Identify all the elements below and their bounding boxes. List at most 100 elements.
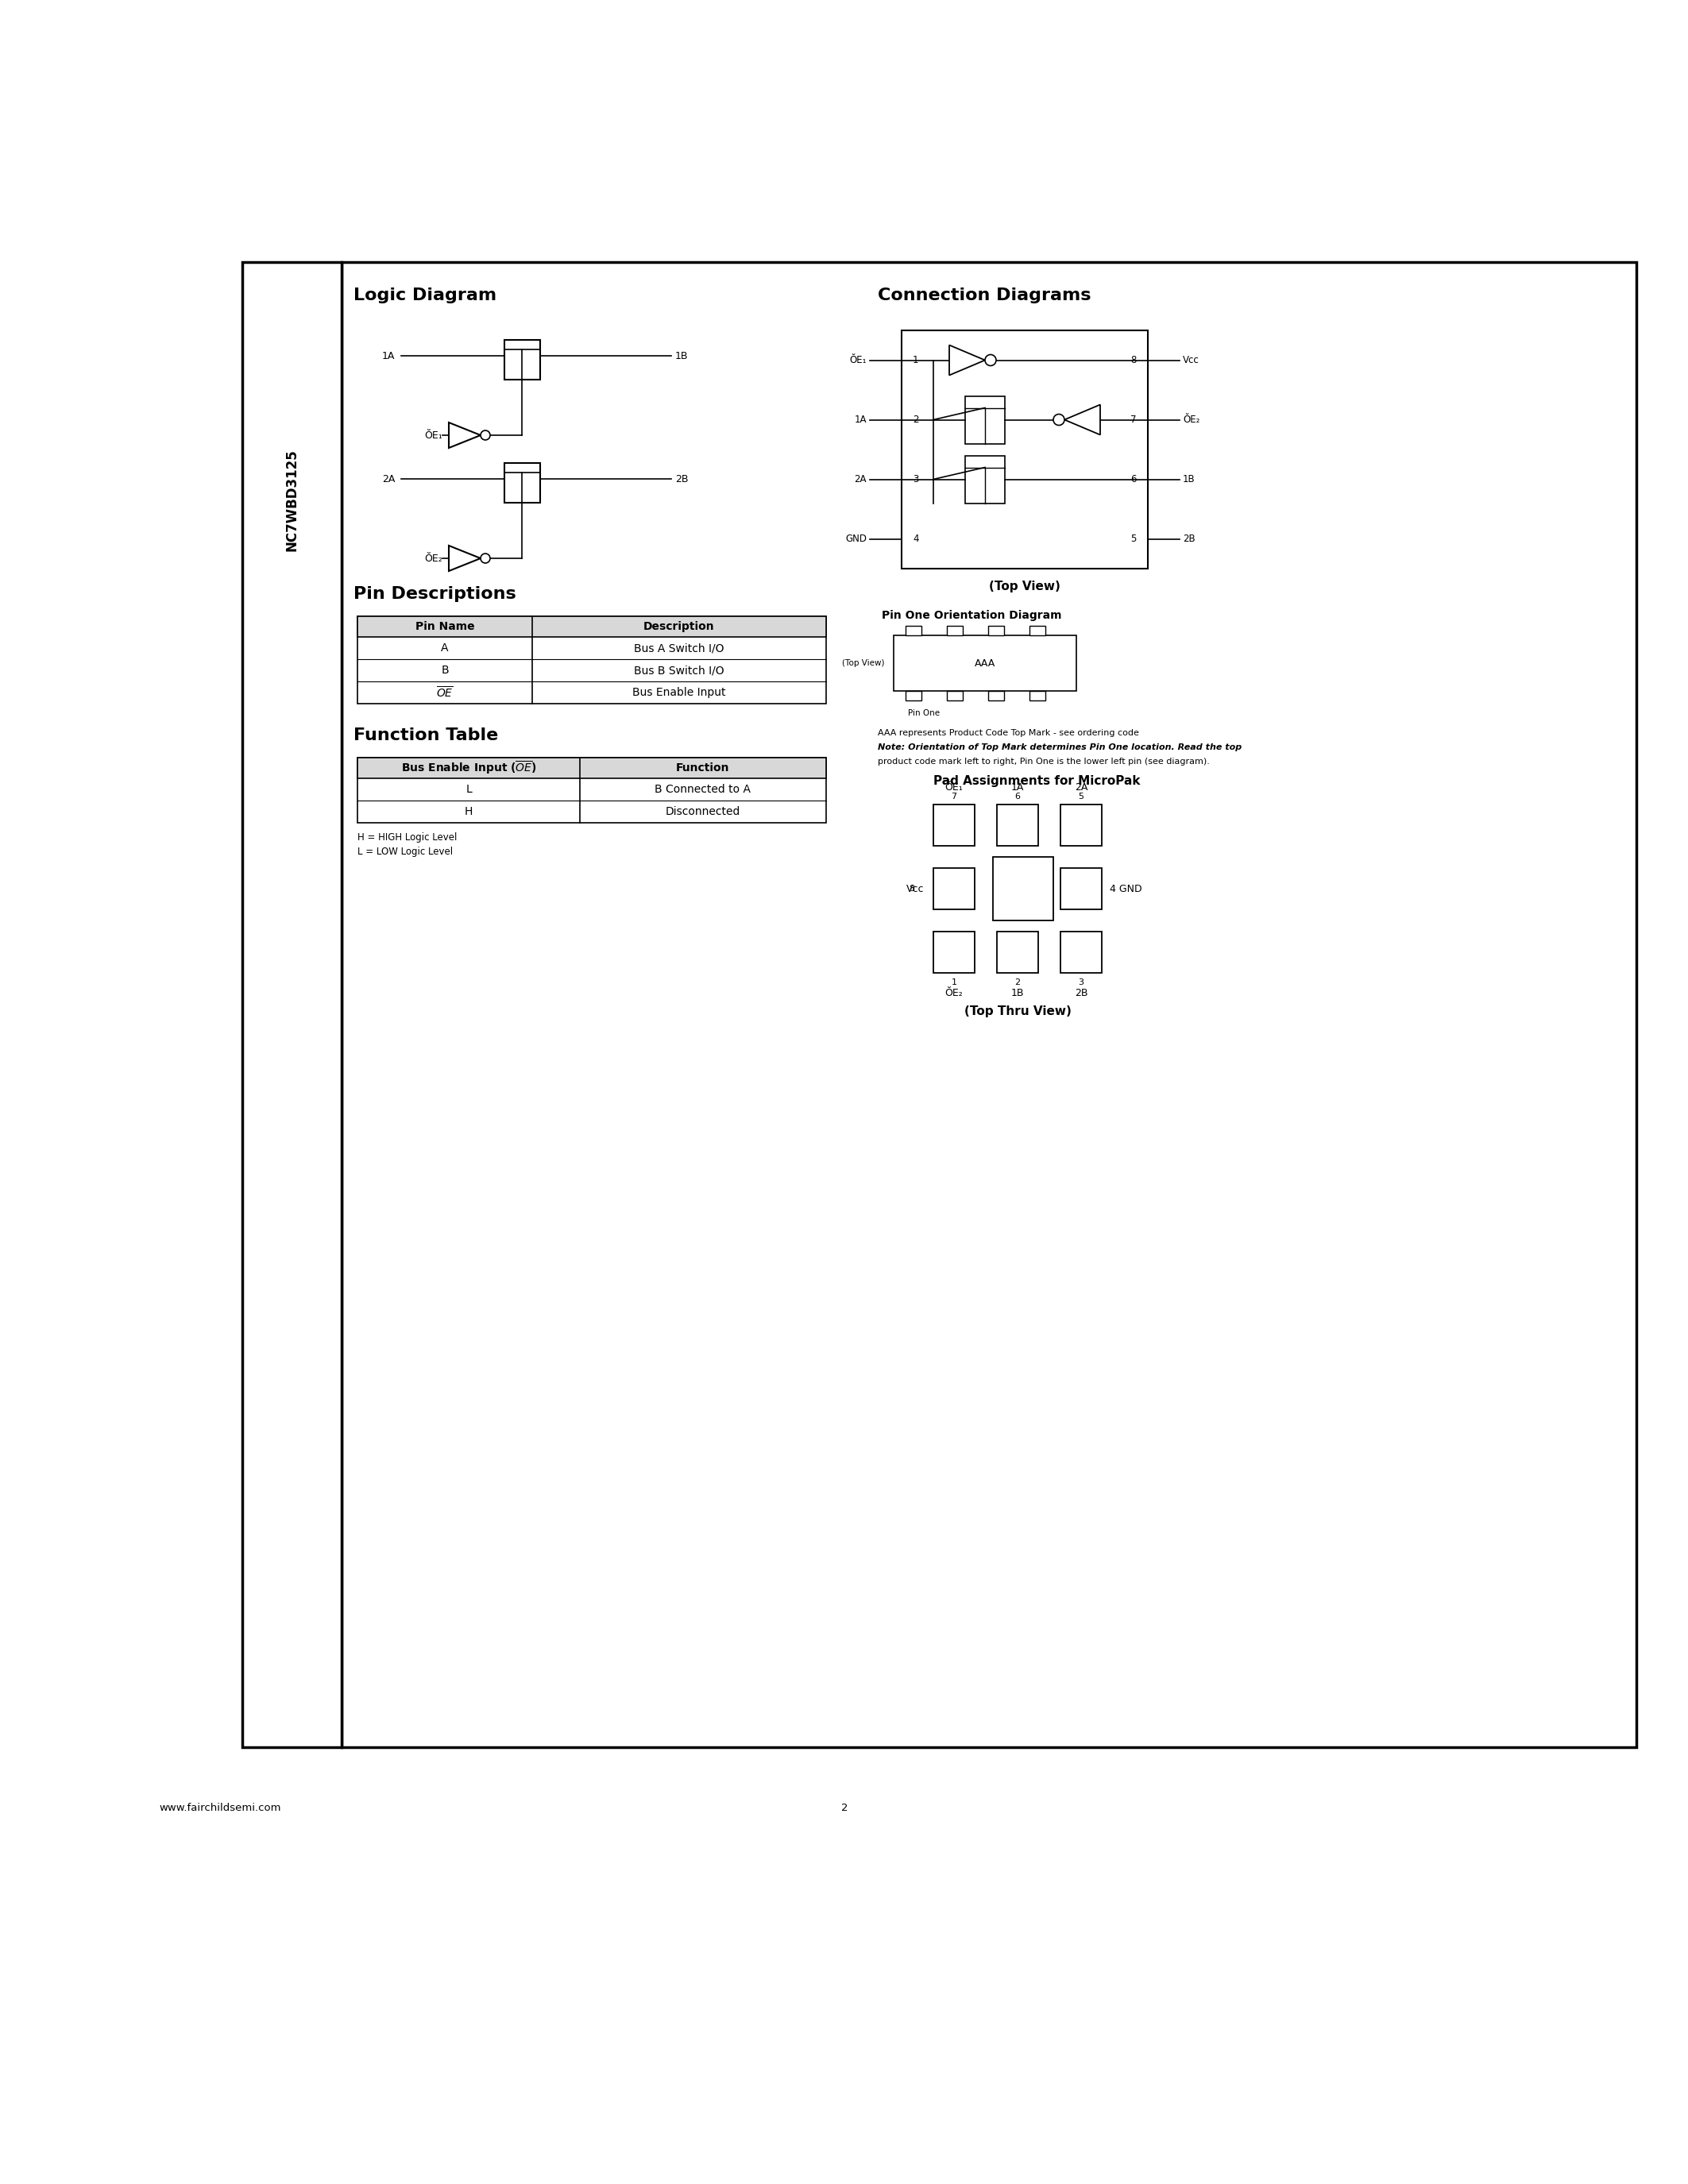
Text: GND: GND [846, 533, 866, 544]
Text: 5: 5 [1079, 793, 1084, 802]
Text: 1: 1 [952, 978, 957, 987]
Bar [998, 804, 1038, 845]
Bar [1030, 627, 1045, 636]
Circle shape [481, 430, 490, 439]
Bar [1030, 690, 1045, 701]
Bar [933, 867, 974, 909]
Polygon shape [449, 422, 481, 448]
Text: (Top View): (Top View) [842, 660, 885, 666]
Bar [358, 616, 825, 703]
Text: Vᴄᴄ: Vᴄᴄ [906, 885, 923, 893]
Text: 2B: 2B [675, 474, 689, 485]
Polygon shape [949, 345, 986, 376]
Bar [905, 627, 922, 636]
Text: ŎE₂: ŎE₂ [1183, 415, 1200, 426]
Bar [358, 758, 825, 823]
Bar [341, 262, 1636, 1747]
Text: 3: 3 [913, 474, 918, 485]
Text: Note: Orientation of Top Mark determines Pin One location. Read the top: Note: Orientation of Top Mark determines… [878, 743, 1242, 751]
Text: ŎE₂: ŎE₂ [945, 987, 964, 998]
Text: Pad Assignments for MicroPak: Pad Assignments for MicroPak [933, 775, 1139, 786]
Text: B: B [441, 664, 449, 675]
Text: AAA: AAA [974, 657, 996, 668]
Text: Description: Description [643, 620, 714, 631]
Bar [243, 262, 341, 1747]
Text: Pin Name: Pin Name [415, 620, 474, 631]
Text: ŎE₁: ŎE₁ [849, 356, 866, 365]
Text: Bus B Switch I/O: Bus B Switch I/O [635, 664, 724, 675]
Text: 3: 3 [1079, 978, 1084, 987]
Text: 2A: 2A [854, 474, 866, 485]
Text: 1B: 1B [1011, 987, 1025, 998]
Text: 2A: 2A [381, 474, 395, 485]
Bar [947, 690, 962, 701]
Polygon shape [449, 546, 481, 570]
Text: H = HIGH Logic Level: H = HIGH Logic Level [358, 832, 457, 843]
Text: AAA represents Product Code Top Mark - see ordering code: AAA represents Product Code Top Mark - s… [878, 729, 1139, 736]
Text: 6: 6 [1014, 793, 1020, 802]
Text: 1B: 1B [1183, 474, 1195, 485]
Circle shape [481, 553, 490, 563]
Text: 2A: 2A [1075, 782, 1087, 793]
Bar [358, 758, 825, 778]
Text: A: A [441, 642, 449, 653]
Text: L: L [466, 784, 471, 795]
Text: 4: 4 [913, 533, 918, 544]
Text: 8: 8 [908, 885, 915, 893]
Text: 4 GND: 4 GND [1109, 885, 1143, 893]
Text: 2B: 2B [1183, 533, 1195, 544]
Text: product code mark left to right, Pin One is the lower left pin (see diagram).: product code mark left to right, Pin One… [878, 758, 1210, 767]
Text: H: H [464, 806, 473, 817]
Text: 5: 5 [1131, 533, 1136, 544]
Bar [505, 341, 540, 380]
Text: (Top Thru View): (Top Thru View) [964, 1005, 1072, 1018]
Text: 6: 6 [1131, 474, 1136, 485]
Bar [905, 690, 922, 701]
Text: Disconnected: Disconnected [665, 806, 741, 817]
Polygon shape [1065, 404, 1101, 435]
Bar [966, 456, 1004, 502]
Text: Bus Enable Input ($\overline{OE}$): Bus Enable Input ($\overline{OE}$) [400, 760, 537, 775]
Text: (Top View): (Top View) [989, 581, 1060, 592]
Text: www.fairchildsemi.com: www.fairchildsemi.com [159, 1802, 280, 1813]
Text: 7: 7 [952, 793, 957, 802]
Circle shape [986, 354, 996, 365]
Text: 2: 2 [913, 415, 918, 426]
Text: 1A: 1A [854, 415, 866, 426]
Text: NC7WBD3125: NC7WBD3125 [285, 450, 299, 553]
Bar [933, 933, 974, 972]
Text: 1: 1 [913, 356, 918, 365]
Text: Connection Diagrams: Connection Diagrams [878, 288, 1090, 304]
Text: Bus Enable Input: Bus Enable Input [633, 688, 726, 699]
Bar [987, 627, 1004, 636]
Bar [1060, 867, 1102, 909]
Text: 2: 2 [1014, 978, 1020, 987]
Text: Pin Descriptions: Pin Descriptions [353, 585, 517, 603]
Text: Pin One Orientation Diagram: Pin One Orientation Diagram [881, 609, 1062, 620]
Text: B Connected to A: B Connected to A [655, 784, 751, 795]
Bar [987, 690, 1004, 701]
Text: Function: Function [677, 762, 729, 773]
Circle shape [1053, 415, 1065, 426]
Bar [901, 330, 1148, 568]
Bar [505, 463, 540, 502]
Bar [993, 856, 1053, 919]
Text: L = LOW Logic Level: L = LOW Logic Level [358, 847, 452, 856]
Text: ŎE₂: ŎE₂ [424, 553, 442, 563]
Bar [933, 804, 974, 845]
Text: 1A: 1A [1011, 782, 1025, 793]
Bar [966, 395, 1004, 443]
Bar [358, 616, 825, 638]
Text: 2B: 2B [1075, 987, 1087, 998]
Text: Logic Diagram: Logic Diagram [353, 288, 496, 304]
Bar [998, 933, 1038, 972]
Text: Vᴄᴄ: Vᴄᴄ [1183, 356, 1198, 365]
Text: 1A: 1A [381, 352, 395, 360]
Text: 1B: 1B [675, 352, 689, 360]
Text: 8: 8 [1131, 356, 1136, 365]
Text: Function Table: Function Table [353, 727, 498, 743]
Bar [893, 636, 1077, 690]
Bar [1060, 933, 1102, 972]
Text: ŎE₁: ŎE₁ [424, 430, 442, 441]
Text: Pin One: Pin One [908, 710, 940, 716]
